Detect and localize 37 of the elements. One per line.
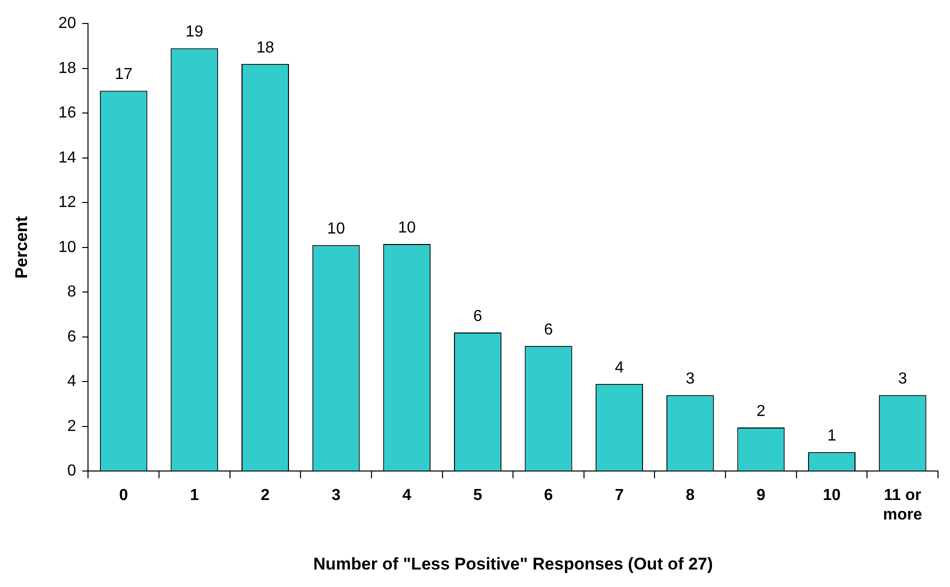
x-tick-label: 3 bbox=[332, 487, 341, 504]
x-tick-label: 9 bbox=[756, 487, 766, 504]
data-label: 6 bbox=[544, 321, 554, 338]
y-tick-label: 12 bbox=[58, 194, 76, 212]
y-tick-label: 6 bbox=[67, 328, 76, 346]
x-tick-label: 8 bbox=[686, 487, 695, 504]
x-tick-label: 2 bbox=[260, 487, 270, 504]
data-label: 3 bbox=[686, 370, 695, 388]
y-tick-label: 10 bbox=[58, 238, 76, 256]
x-tick-label: 4 bbox=[402, 487, 412, 504]
y-tick-label: 18 bbox=[58, 60, 76, 77]
x-tick-label: 0 bbox=[119, 487, 128, 504]
y-tick-label: 14 bbox=[58, 149, 76, 166]
data-label: 4 bbox=[614, 359, 624, 376]
x-tick-label: 11 or more bbox=[883, 487, 922, 524]
data-label: 19 bbox=[186, 24, 204, 41]
x-tick-label: 6 bbox=[544, 487, 554, 504]
data-label: 3 bbox=[898, 370, 908, 388]
x-tick-label: 7 bbox=[614, 487, 624, 504]
x-tick-label: 1 bbox=[190, 487, 199, 504]
data-label: 6 bbox=[473, 308, 482, 325]
y-tick-label: 2 bbox=[67, 418, 76, 435]
x-axis-title: Number of "Less Positive" Responses (Out of 27) bbox=[313, 554, 713, 574]
data-label: 1 bbox=[827, 428, 836, 445]
y-tick-label: 0 bbox=[67, 462, 76, 480]
y-tick-label: 4 bbox=[67, 373, 76, 390]
x-tick-label: 5 bbox=[473, 487, 482, 504]
x-tick-label: 10 bbox=[822, 487, 841, 504]
data-label: 2 bbox=[756, 402, 766, 420]
y-tick-label: 8 bbox=[67, 284, 76, 301]
data-label: 18 bbox=[256, 39, 274, 56]
data-label: 17 bbox=[114, 66, 133, 84]
y-tick-label: 16 bbox=[58, 104, 76, 122]
data-label: 10 bbox=[327, 220, 346, 238]
data-label: 10 bbox=[398, 219, 416, 236]
y-axis-title: Percent bbox=[12, 216, 31, 279]
y-tick-label: 20 bbox=[58, 15, 76, 32]
